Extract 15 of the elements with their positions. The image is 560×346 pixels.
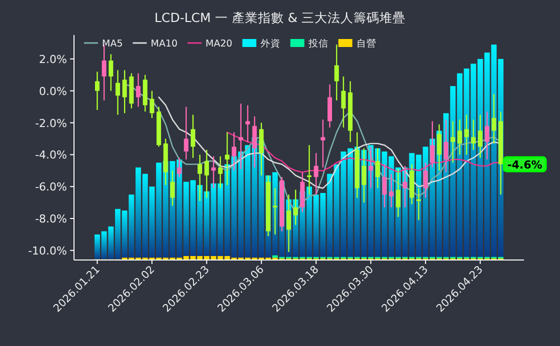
legend-label: 外資 (260, 38, 280, 50)
legend-label: MA10 (150, 38, 178, 50)
legend-label: MA20 (206, 38, 232, 50)
y-tick-label: -10.0% (28, 244, 67, 258)
annotation: -4.6% (507, 158, 542, 172)
chart-title: LCD-LCM 一 產業指數 & 三大法人籌碼堆疊 (154, 10, 406, 25)
legend-label: MA5 (102, 38, 123, 50)
y-tick-label: 2.0% (39, 52, 67, 66)
legend-label: 投信 (307, 38, 328, 50)
y-tick-label: -4.0% (35, 148, 67, 162)
y-tick-label: -2.0% (35, 116, 67, 130)
y-tick-label: -8.0% (35, 212, 67, 226)
y-tick-label: -6.0% (35, 180, 67, 194)
y-tick-label: 0.0% (39, 84, 67, 98)
legend-label: 自營 (356, 38, 376, 50)
